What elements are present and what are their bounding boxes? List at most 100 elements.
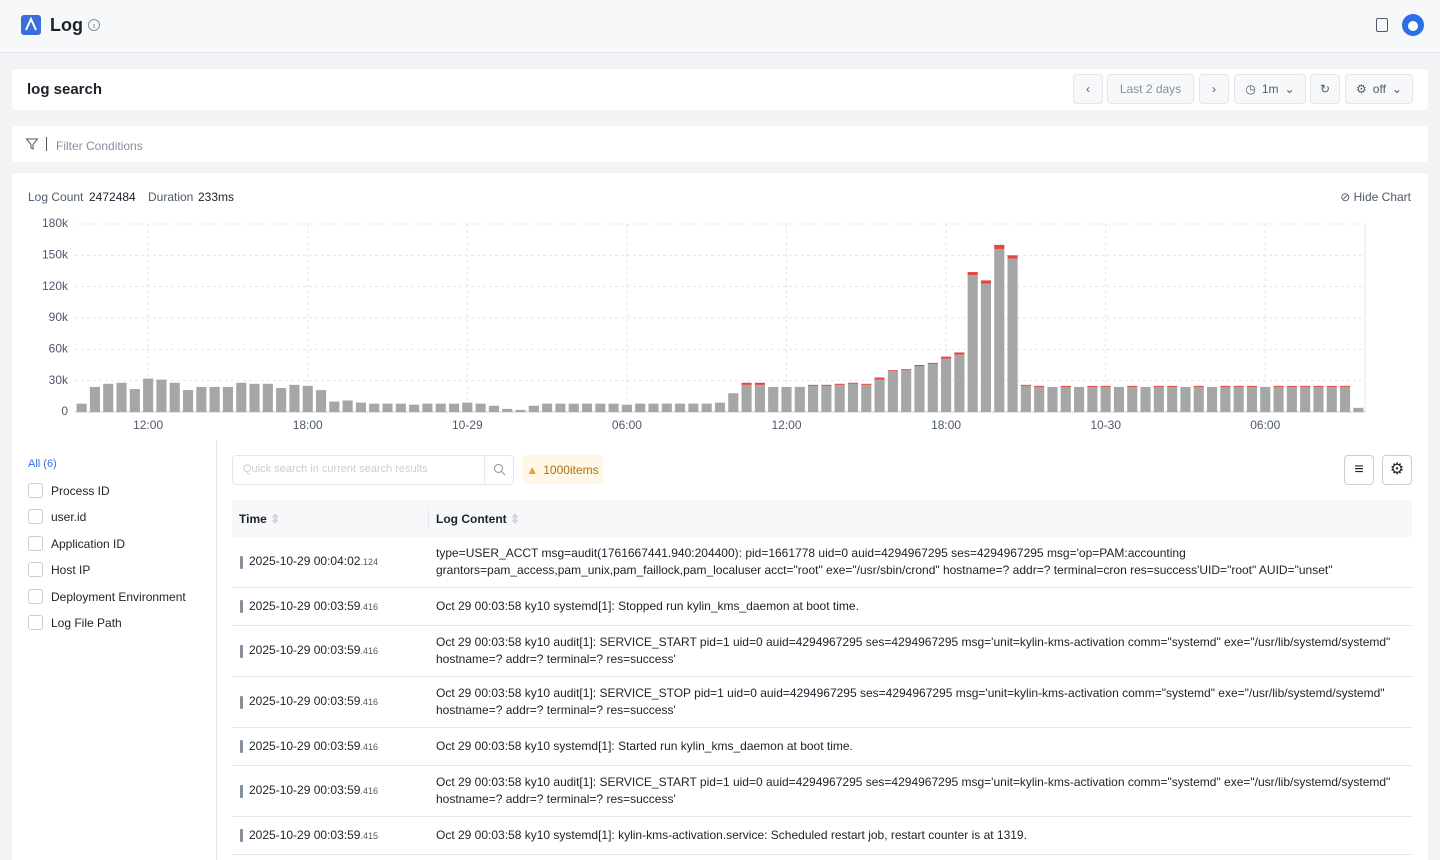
checkbox[interactable] bbox=[28, 483, 43, 498]
bar-segment bbox=[196, 386, 207, 412]
checkbox[interactable] bbox=[28, 562, 43, 578]
milliseconds: .416 bbox=[360, 741, 378, 752]
bar-segment bbox=[1060, 386, 1071, 412]
bar-segment bbox=[581, 403, 593, 412]
table-row[interactable]: 2025-10-29 00:03:59.416 Oct 29 00:03:58 k… bbox=[232, 588, 1412, 626]
time: 2025-10-29 00:03:59 bbox=[249, 694, 361, 708]
bar-segment bbox=[728, 393, 739, 412]
checkbox[interactable] bbox=[28, 535, 43, 551]
x-tick-label: 10-30 bbox=[1090, 418, 1121, 432]
bar-segment bbox=[688, 403, 699, 412]
time-cell: 2025-10-29 00:03:59.415 bbox=[232, 827, 436, 845]
y-tick-label: 120k bbox=[42, 279, 69, 293]
bar-segment bbox=[1087, 386, 1098, 412]
time-cell: 2025-10-29 00:03:59.416 bbox=[232, 598, 436, 616]
bar-segment bbox=[980, 280, 992, 284]
checkbox[interactable] bbox=[28, 615, 43, 630]
time: 2025-10-29 00:03:59 bbox=[249, 738, 361, 753]
bar-segment bbox=[143, 378, 154, 412]
column-header[interactable]: Time ⇕ bbox=[239, 511, 281, 526]
table-row[interactable]: 2025-10-29 00:03:59.415 Oct 29 00:03:58 k… bbox=[232, 817, 1412, 855]
bar-segment bbox=[1100, 386, 1111, 412]
time: 2025-10-29 00:03:59 bbox=[249, 643, 361, 657]
bar-segment bbox=[1339, 385, 1351, 387]
bar-segment bbox=[834, 383, 845, 385]
column-title: Log Content bbox=[436, 511, 507, 526]
bar-segment bbox=[794, 386, 805, 412]
bar-segment bbox=[435, 403, 446, 412]
bar-segment bbox=[994, 244, 1005, 250]
bar-segment bbox=[1167, 385, 1178, 387]
table-row[interactable]: 2025-10-29 00:03:59.416 Oct 29 00:03:58 k… bbox=[232, 626, 1412, 677]
bar-segment bbox=[1074, 386, 1085, 412]
info-icon[interactable] bbox=[87, 18, 101, 32]
settings-button[interactable]: ⚙ bbox=[1382, 455, 1412, 485]
bar-segment bbox=[941, 356, 952, 359]
wrap-toggle[interactable]: ≡ bbox=[1344, 455, 1374, 485]
page-title: Log bbox=[50, 15, 83, 35]
checkbox[interactable] bbox=[28, 509, 43, 525]
bar-segment bbox=[1020, 384, 1031, 386]
next-button[interactable]: › bbox=[1199, 74, 1229, 104]
bar-segment bbox=[901, 370, 912, 412]
auto-refresh-select[interactable]: ⚙ off ⌄ bbox=[1345, 74, 1413, 104]
bar-segment bbox=[635, 403, 646, 412]
field-label: Application ID bbox=[51, 536, 126, 551]
log-content: Oct 29 00:03:58 ky10 systemd[1]: kylin-k… bbox=[436, 828, 1027, 842]
bar-segment bbox=[1034, 386, 1045, 412]
prev-button[interactable]: ‹ bbox=[1073, 74, 1103, 104]
doc-icon[interactable] bbox=[1375, 17, 1389, 33]
x-tick-label: 18:00 bbox=[293, 418, 323, 432]
table-row[interactable]: 2025-10-29 00:03:59.416 Oct 29 00:03:58 k… bbox=[232, 766, 1412, 817]
hide-chart-button[interactable]: ⊘ Hide Chart bbox=[1340, 190, 1411, 204]
refresh-button[interactable]: ↻ bbox=[1310, 74, 1340, 104]
log-content: Oct 29 00:03:58 ky10 audit[1]: SERVICE_S… bbox=[436, 635, 1391, 666]
search-icon[interactable] bbox=[493, 463, 506, 476]
table-row[interactable]: 2025-10-29 00:03:59.416 Oct 29 00:03:58 k… bbox=[232, 677, 1412, 728]
bar-segment bbox=[488, 405, 499, 412]
hide-chart-label: Hide Chart bbox=[1353, 190, 1411, 204]
bar-segment bbox=[967, 272, 978, 276]
avatar[interactable] bbox=[1402, 14, 1424, 36]
column-header[interactable]: Log Content ⇕ bbox=[428, 509, 520, 528]
bar-segment bbox=[555, 403, 566, 412]
bar-segment bbox=[927, 363, 938, 412]
bar-segment bbox=[1313, 385, 1324, 387]
time-range[interactable]: Last 2 days bbox=[1107, 74, 1194, 104]
bar-segment bbox=[914, 366, 925, 412]
all-fields[interactable]: All (6) bbox=[28, 458, 57, 470]
table-row[interactable]: 2025-10-29 00:04:02.124 type=USER_ACCT ms… bbox=[232, 537, 1412, 588]
interval-select[interactable]: ◷ 1m ⌄ bbox=[1234, 74, 1306, 104]
stat-duration-label: Duration bbox=[148, 190, 194, 204]
checkbox[interactable] bbox=[28, 588, 43, 604]
bar-segment bbox=[1180, 386, 1191, 412]
bar-segment bbox=[103, 383, 114, 412]
log-content: type=USER_ACCT msg=audit(1761667441.940:… bbox=[436, 546, 1333, 577]
bar-segment bbox=[1246, 385, 1258, 387]
time-cell: 2025-10-29 00:04:02.124 bbox=[232, 553, 436, 571]
bar-segment bbox=[342, 400, 353, 412]
bar-segment bbox=[315, 390, 327, 412]
bar-segment bbox=[980, 283, 992, 412]
x-tick-label: 12:00 bbox=[133, 418, 163, 432]
bar-segment bbox=[129, 389, 140, 412]
level-bar bbox=[240, 784, 243, 798]
header bbox=[0, 0, 1440, 53]
milliseconds: .416 bbox=[360, 786, 378, 796]
bar-segment bbox=[1140, 386, 1151, 412]
timestamp: 2025-10-29 00:03:59.416 bbox=[249, 738, 378, 756]
filter-card[interactable] bbox=[12, 126, 1428, 162]
bar-segment bbox=[714, 402, 726, 412]
time: 2025-10-29 00:04:02 bbox=[249, 554, 361, 568]
bar-segment bbox=[116, 382, 127, 412]
bar-segment bbox=[169, 382, 180, 412]
bar-segment bbox=[236, 382, 247, 412]
stat-count-label: Log Count bbox=[28, 190, 84, 204]
quick-search[interactable] bbox=[232, 455, 514, 485]
bar-segment bbox=[448, 403, 460, 412]
bar-segment bbox=[648, 403, 659, 412]
bar-segment bbox=[1007, 258, 1018, 412]
result-limit-badge: ▲ 1000items bbox=[522, 455, 603, 484]
table-row[interactable]: 2025-10-29 00:03:59.416 Oct 29 00:03:58 k… bbox=[232, 728, 1412, 766]
timestamp: 2025-10-29 00:03:59.416 bbox=[249, 693, 378, 711]
